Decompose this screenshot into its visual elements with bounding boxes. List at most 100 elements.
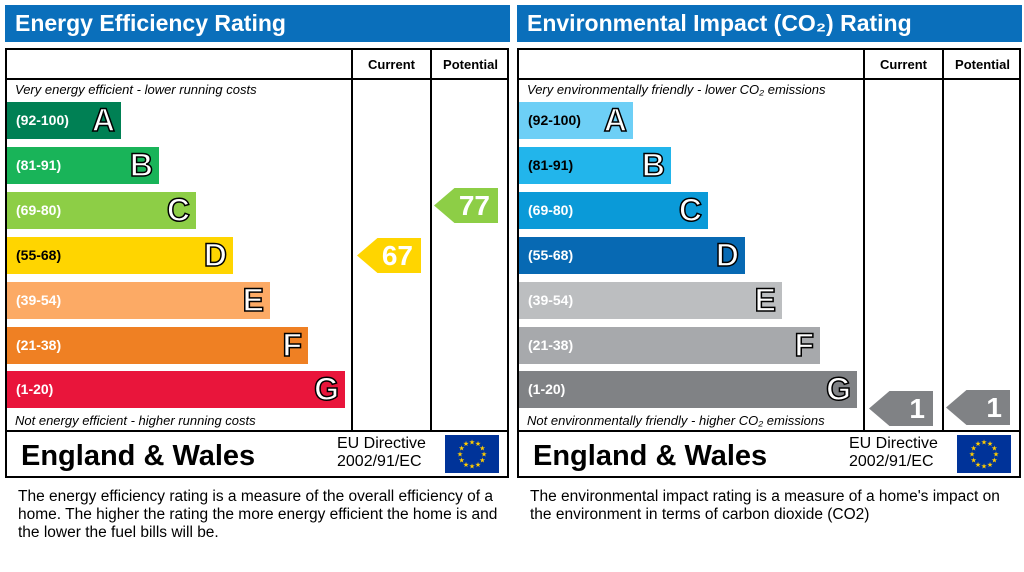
top-note: Very energy efficient - lower running co… [15,82,257,97]
band-letter: G [825,370,851,408]
svg-text:★: ★ [969,451,975,459]
band-letter: F [794,326,815,364]
rating-table: Current Potential Very environmentally f… [517,48,1021,432]
svg-text:★: ★ [975,440,981,448]
band-b: (81-91) B [519,146,671,184]
chart-title: Energy Efficiency Rating [5,5,510,42]
band-range: (55-68) [16,247,62,263]
bottom-note: Not energy efficient - higher running co… [15,413,256,428]
eu-flag-icon: ★★★★★★★★★ ★ ★★ [957,435,1011,473]
band-letter: E [754,281,777,319]
svg-text:★: ★ [987,440,993,448]
band-range: (55-68) [528,247,574,263]
band-letter: G [313,370,339,408]
band-letter: C [678,191,703,229]
svg-text:★: ★ [970,445,976,453]
band-range: (69-80) [528,202,574,218]
potential-rating-arrow: 1 [946,390,1010,425]
svg-text:★: ★ [463,440,469,448]
band-letter: D [203,236,228,274]
band-letter: E [242,281,265,319]
band-range: (1-20) [16,381,54,397]
eu-flag-icon: ★★★★★★★★★ ★ ★★ [445,435,499,473]
divider [942,50,944,430]
band-letter: A [91,101,116,139]
chart-title: Environmental Impact (CO₂) Rating [517,5,1022,42]
energy-efficiency-panel: Energy Efficiency Rating Current Potenti… [5,5,510,541]
divider [430,50,432,430]
description: The environmental impact rating is a mea… [530,488,1000,523]
divider [351,50,353,430]
description: The energy efficiency rating is a measur… [18,488,498,541]
svg-text:★: ★ [993,451,999,459]
svg-text:★: ★ [981,463,987,471]
svg-text:★: ★ [475,461,481,469]
band-letter: B [641,146,666,184]
svg-text:★: ★ [987,461,993,469]
svg-text:★: ★ [458,457,464,465]
band-d: (55-68) D [7,236,233,274]
eu-directive: EU Directive 2002/91/EC [337,435,426,471]
svg-text:★: ★ [458,445,464,453]
svg-text:★: ★ [469,463,475,471]
svg-text:★: ★ [991,457,997,465]
band-letter: A [603,101,628,139]
band-d: (55-68) D [519,236,745,274]
svg-text:★: ★ [463,461,469,469]
band-c: (69-80) C [519,191,708,229]
top-note: Very environmentally friendly - lower CO… [527,82,826,97]
directive-line: EU Directive [337,435,426,452]
directive-line: EU Directive [849,435,938,452]
band-g: (1-20) G [519,370,857,408]
divider [519,78,1019,80]
band-e: (39-54) E [519,281,782,319]
band-e: (39-54) E [7,281,270,319]
band-range: (1-20) [528,381,566,397]
footer: England & Wales EU Directive 2002/91/EC ★… [5,432,509,478]
region-label: England & Wales [21,440,256,472]
svg-text:★: ★ [981,439,987,447]
directive-line: 2002/91/EC [849,453,934,470]
rating-table: Current Potential Very energy efficient … [5,48,509,432]
band-range: (92-100) [16,112,69,128]
environmental-impact-panel: Environmental Impact (CO₂) Rating Curren… [512,0,1024,572]
region-label: England & Wales [533,440,768,472]
directive-line: 2002/91/EC [337,453,422,470]
svg-text:★: ★ [975,461,981,469]
potential-rating-value: 77 [458,190,490,221]
current-rating-arrow: 67 [357,238,421,273]
svg-text:★: ★ [481,451,487,459]
band-a: (92-100) A [519,101,633,139]
band-c: (69-80) C [7,191,196,229]
column-header-potential: Potential [955,57,1010,72]
current-rating-arrow: 1 [869,391,933,426]
band-range: (81-91) [528,157,574,173]
band-letter: C [166,191,191,229]
column-header-potential: Potential [443,57,498,72]
bottom-note: Not environmentally friendly - higher CO… [527,413,825,428]
band-range: (92-100) [528,112,581,128]
band-f: (21-38) F [519,326,820,364]
band-g: (1-20) G [7,370,345,408]
band-range: (39-54) [528,292,574,308]
svg-text:★: ★ [991,445,997,453]
eu-directive: EU Directive 2002/91/EC [849,435,938,471]
band-b: (81-91) B [7,146,159,184]
band-range: (21-38) [528,337,574,353]
footer: England & Wales EU Directive 2002/91/EC ★… [517,432,1021,478]
divider [863,50,865,430]
band-range: (21-38) [16,337,62,353]
band-letter: D [715,236,740,274]
band-letter: F [282,326,303,364]
band-a: (92-100) A [7,101,121,139]
svg-text:★: ★ [475,440,481,448]
band-range: (81-91) [16,157,62,173]
band-range: (69-80) [16,202,62,218]
current-rating-value: 67 [381,240,413,271]
potential-rating-arrow: 77 [434,188,498,223]
band-letter: B [129,146,154,184]
svg-text:★: ★ [479,457,485,465]
column-header-current: Current [368,57,415,72]
divider [7,78,507,80]
svg-text:★: ★ [479,445,485,453]
